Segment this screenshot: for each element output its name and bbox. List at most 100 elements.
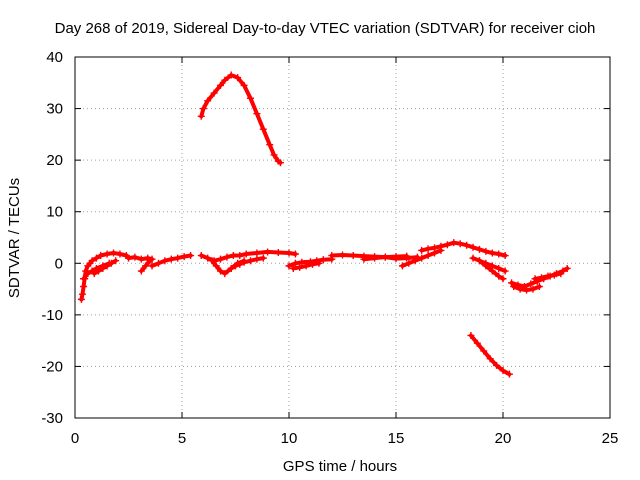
y-tick-label: -10 xyxy=(41,307,63,324)
data-point xyxy=(208,257,216,265)
data-point xyxy=(266,141,274,149)
data-point xyxy=(103,250,111,258)
data-point xyxy=(210,89,218,97)
data-point xyxy=(204,97,212,105)
chart-title: Day 268 of 2019, Sidereal Day-to-day VTE… xyxy=(55,20,596,37)
data-point xyxy=(199,105,207,113)
data-point xyxy=(508,279,516,287)
plot-frame xyxy=(74,56,611,419)
data-point xyxy=(531,275,539,283)
data-point xyxy=(88,257,96,265)
data-point xyxy=(501,267,509,275)
data-point xyxy=(142,262,150,270)
series-track xyxy=(199,73,283,165)
data-point xyxy=(80,282,88,290)
series-arc-6 xyxy=(148,252,195,270)
series-arc-14 xyxy=(360,253,421,263)
data-point xyxy=(473,339,481,347)
data-point xyxy=(137,267,145,275)
data-point xyxy=(167,255,175,263)
data-point xyxy=(97,252,105,260)
data-point xyxy=(302,262,310,270)
data-point xyxy=(246,94,254,102)
data-point xyxy=(197,252,205,260)
data-point xyxy=(154,259,162,267)
data-point xyxy=(550,271,558,279)
data-point xyxy=(456,240,464,248)
series-arc-10 xyxy=(227,254,267,272)
data-point xyxy=(523,286,531,294)
data-point xyxy=(431,244,439,252)
data-point xyxy=(92,254,100,262)
data-point xyxy=(450,239,458,247)
data-point xyxy=(309,260,317,268)
data-point xyxy=(469,243,477,251)
data-point xyxy=(264,248,272,256)
x-axis-label: GPS time / hours xyxy=(283,458,397,475)
data-point xyxy=(505,370,513,378)
data-point xyxy=(78,290,86,298)
series-arc-12 xyxy=(289,259,323,272)
data-point xyxy=(90,270,98,278)
data-point xyxy=(475,245,483,253)
data-point xyxy=(411,257,419,265)
series-arc-21 xyxy=(510,282,543,294)
series-arc-9 xyxy=(208,257,248,278)
data-point xyxy=(236,260,244,268)
series-arc-7 xyxy=(197,71,284,167)
data-point xyxy=(253,249,261,257)
data-point xyxy=(227,71,235,79)
y-axis-label: SDTVAR / TECUs xyxy=(6,178,23,298)
data-point xyxy=(339,251,346,259)
series-arc-18 xyxy=(475,257,509,275)
x-tick-label: 0 xyxy=(71,430,79,447)
data-point xyxy=(223,253,231,261)
data-point xyxy=(403,254,411,262)
data-point xyxy=(110,249,118,257)
data-point xyxy=(289,264,297,272)
data-point xyxy=(467,331,475,339)
data-point xyxy=(112,257,120,265)
data-point xyxy=(212,262,220,270)
data-point xyxy=(221,76,229,84)
data-point xyxy=(495,250,503,258)
data-series xyxy=(77,71,571,378)
y-tick-label: 10 xyxy=(46,204,63,221)
data-point xyxy=(291,250,299,258)
data-point xyxy=(103,262,111,270)
data-point xyxy=(95,267,103,275)
data-point xyxy=(125,254,132,262)
data-point xyxy=(501,252,509,260)
series-arc-8 xyxy=(197,248,299,265)
data-point xyxy=(563,264,571,272)
data-point xyxy=(259,125,267,133)
data-point xyxy=(381,253,389,261)
data-point xyxy=(499,275,507,283)
data-point xyxy=(253,110,261,118)
data-point xyxy=(488,249,496,257)
data-point xyxy=(495,272,503,280)
y-tick-label: 40 xyxy=(46,49,63,66)
grid xyxy=(75,57,610,418)
y-tick-label: 0 xyxy=(55,255,63,272)
data-point xyxy=(443,241,451,249)
data-point xyxy=(84,270,92,278)
y-tick-label: -20 xyxy=(41,358,63,375)
series-arc-5 xyxy=(137,257,154,275)
series-arc-15 xyxy=(398,246,445,270)
data-point xyxy=(495,264,503,272)
data-point xyxy=(398,262,406,270)
data-point xyxy=(510,282,518,290)
data-point xyxy=(285,262,293,270)
data-point xyxy=(99,264,107,272)
data-point xyxy=(469,254,477,262)
x-tick-label: 10 xyxy=(281,430,298,447)
data-point xyxy=(475,257,483,265)
data-point xyxy=(463,241,471,249)
data-point xyxy=(234,74,242,82)
series-arc-22 xyxy=(531,270,565,283)
data-point xyxy=(482,247,490,255)
data-point xyxy=(204,254,212,262)
data-point xyxy=(488,262,496,270)
data-point xyxy=(80,275,88,283)
